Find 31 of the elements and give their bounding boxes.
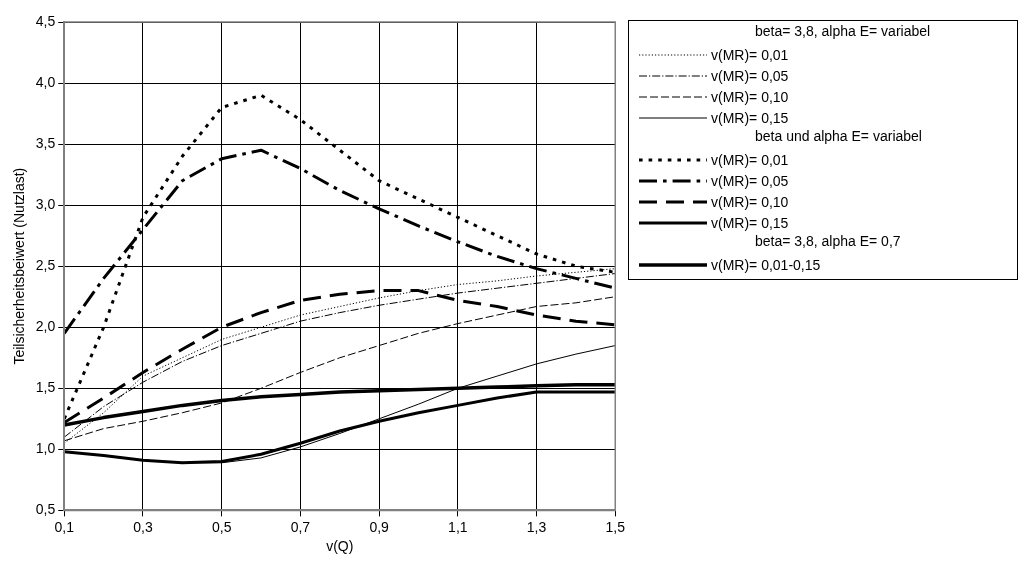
legend-label: v(MR)= 0,01-0,15 <box>711 256 821 273</box>
legend-label: v(MR)= 0,10 <box>711 193 789 210</box>
x-tick-label: 0,5 <box>211 518 232 535</box>
x-tick-label: 1,3 <box>526 518 547 535</box>
x-tick-label: 0,9 <box>369 518 390 535</box>
y-tick-label: 2,5 <box>35 257 56 274</box>
y-tick-label: 0,5 <box>35 501 56 518</box>
y-axis-title: Teilsicherheitsbeiwert (Nutzlast) <box>11 167 28 365</box>
y-tick-label: 1,5 <box>35 379 56 396</box>
y-tick-label: 2,0 <box>35 318 56 335</box>
legend-label: v(MR)= 0,05 <box>711 172 789 189</box>
legend-label: v(MR)= 0,05 <box>711 67 789 84</box>
text: beta= 3,8, alpha E= variabel <box>754 23 932 41</box>
y-tick-label: 4,0 <box>35 73 56 90</box>
legend-label: v(MR)= 0,15 <box>711 109 789 126</box>
y-tick-label: 1,0 <box>35 440 56 457</box>
x-tick-label: 1,5 <box>605 518 626 535</box>
x-tick-label: 0,1 <box>54 518 75 535</box>
legend-label: v(MR)= 0,15 <box>711 214 789 231</box>
x-axis-title: v(Q) <box>326 538 354 555</box>
y-tick-label: 3,5 <box>35 134 56 151</box>
y-tick-label: 4,5 <box>35 12 56 29</box>
legend-label: v(MR)= 0,10 <box>711 88 789 105</box>
y-tick-label: 3,0 <box>35 196 56 213</box>
text: beta= 3,8, alpha E= 0,7 <box>754 233 902 251</box>
legend-label: v(MR)= 0,01 <box>711 46 789 63</box>
x-tick-label: 0,7 <box>290 518 311 535</box>
text: beta und alpha E= variabel <box>754 128 923 146</box>
x-tick-label: 1,1 <box>448 518 468 535</box>
legend-label: v(MR)= 0,01 <box>711 151 789 168</box>
x-tick-label: 0,3 <box>133 518 153 535</box>
